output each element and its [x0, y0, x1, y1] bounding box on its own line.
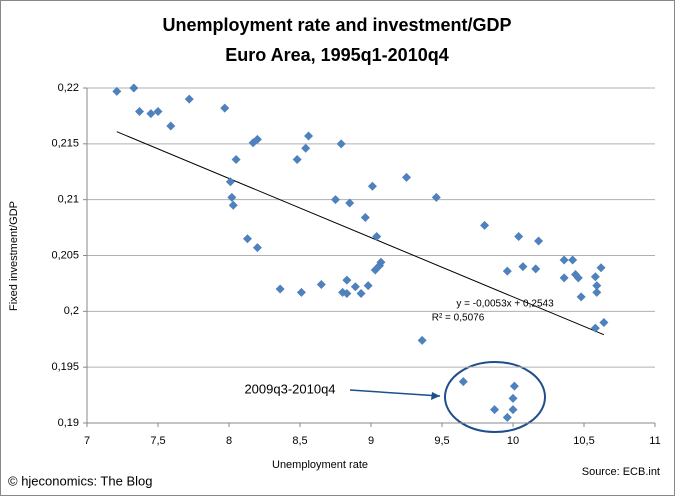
annotation: 2009q3-2010q4 [244, 381, 335, 396]
point [331, 195, 340, 205]
point [576, 292, 586, 302]
point [490, 405, 500, 415]
x-tick-label: 10 [507, 435, 519, 447]
point [531, 264, 541, 274]
point [146, 109, 156, 119]
point [590, 272, 600, 282]
y-axis-label: Fixed investment/GDP [8, 201, 20, 311]
chart-subtitle: Euro Area, 1995q1-2010q4 [225, 45, 448, 65]
x-tick-label: 9,5 [434, 435, 449, 447]
x-tick-label: 7,5 [150, 435, 165, 447]
point [275, 284, 285, 294]
point [502, 412, 512, 422]
point [360, 213, 370, 223]
point [135, 106, 145, 116]
point [112, 86, 122, 96]
point [336, 139, 346, 149]
point [227, 192, 237, 202]
point [376, 257, 386, 267]
point [252, 243, 262, 253]
credit: © hjeconomics: The Blog [8, 473, 152, 488]
point [342, 275, 352, 285]
x-tick-label: 10,5 [573, 435, 594, 447]
y-tick-label: 0,215 [51, 138, 79, 150]
x-tick-label: 7 [84, 435, 90, 447]
point [252, 134, 262, 144]
point [184, 94, 194, 104]
point [508, 405, 518, 415]
point [431, 192, 441, 202]
point [502, 266, 512, 276]
y-tick-label: 0,19 [58, 417, 79, 429]
y-tick-label: 0,205 [51, 249, 79, 261]
point [480, 220, 490, 230]
point [509, 381, 519, 391]
source: Source: ECB.int [582, 466, 660, 478]
point [350, 282, 360, 292]
point [153, 106, 163, 116]
point [573, 273, 583, 283]
point [304, 131, 314, 141]
y-tick-label: 0,2 [64, 305, 79, 317]
y-tick-label: 0,195 [51, 361, 79, 373]
point [590, 323, 600, 333]
point [342, 288, 352, 298]
point [316, 280, 326, 290]
point [248, 138, 258, 148]
point [559, 273, 569, 283]
x-tick-label: 9 [368, 435, 374, 447]
annotation-arrow [349, 389, 441, 397]
point [568, 255, 578, 265]
point [534, 236, 544, 246]
point [518, 262, 528, 272]
point [166, 121, 176, 131]
trendline [116, 131, 605, 336]
point [559, 255, 569, 265]
point [599, 318, 609, 327]
y-tick-label: 0,21 [58, 194, 79, 206]
trendline-r2: R² = 0,5076 [432, 313, 485, 324]
point [514, 232, 524, 242]
point [417, 335, 427, 345]
point [592, 281, 602, 291]
point [372, 232, 382, 242]
chart-title: Unemployment rate and investment/GDP [162, 15, 511, 35]
point [231, 154, 241, 164]
point [592, 287, 602, 297]
trendline-equation: y = -0,0053x + 0,2543 [456, 299, 554, 310]
point [367, 181, 377, 191]
point [242, 234, 252, 244]
y-tick-label: 0,22 [58, 82, 79, 94]
point [220, 103, 230, 113]
x-tick-label: 8,5 [292, 435, 307, 447]
point [508, 393, 518, 403]
annotation-arrowhead [431, 392, 440, 400]
point [296, 287, 306, 297]
x-tick-label: 11 [649, 435, 660, 447]
point [301, 143, 311, 153]
x-tick-label: 8 [226, 435, 232, 447]
point [345, 198, 355, 208]
point [402, 172, 411, 182]
highlight-ellipse [444, 361, 546, 433]
point [596, 263, 606, 273]
x-axis-label: Unemployment rate [272, 459, 368, 471]
point [363, 281, 373, 291]
point [228, 200, 238, 210]
point [225, 177, 235, 187]
point [356, 288, 366, 298]
point [129, 83, 139, 93]
point [458, 377, 468, 387]
point [292, 154, 302, 164]
